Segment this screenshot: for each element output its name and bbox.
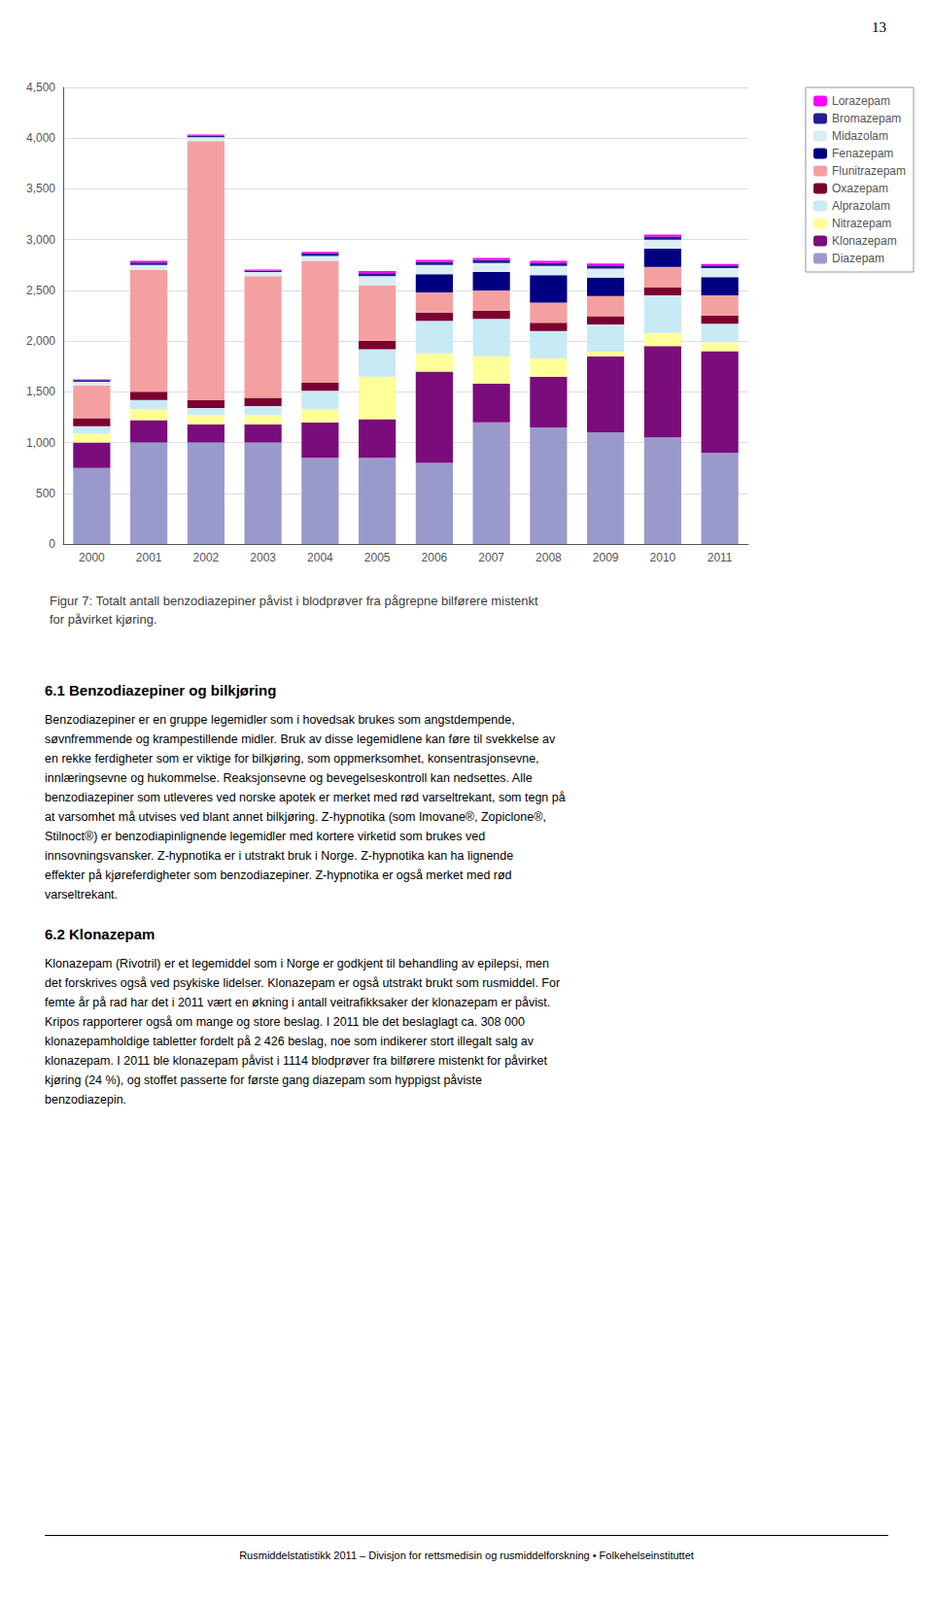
svg-text:2000: 2000 [78, 551, 105, 565]
svg-text:2009: 2009 [592, 551, 620, 565]
svg-text:2004: 2004 [307, 551, 334, 565]
svg-text:Flunitrazepam: Flunitrazepam [831, 164, 906, 178]
svg-text:Nitrazepam: Nitrazepam [831, 216, 892, 231]
svg-text:Figur 7: Totalt antall benzodi: Figur 7: Totalt antall benzodiazepiner p… [49, 593, 539, 609]
svg-text:4,500: 4,500 [26, 80, 56, 95]
svg-text:500: 500 [35, 486, 56, 501]
svg-text:Bromazepam: Bromazepam [831, 111, 901, 126]
svg-text:2001: 2001 [136, 551, 163, 565]
html-text:Benzodiazepiner er en gruppe l: Benzodiazepiner er en gruppe legemidler … [44, 713, 566, 902]
html-text:13: 13 [871, 19, 887, 35]
html-text:Rusmiddelstatistikk 2011 – Div: Rusmiddelstatistikk 2011 – Divisjon for … [239, 1550, 694, 1562]
svg-text:for påvirket kjøring.: for påvirket kjøring. [49, 612, 158, 627]
svg-text:3,500: 3,500 [26, 181, 56, 196]
svg-text:2007: 2007 [478, 551, 505, 565]
svg-text:2008: 2008 [535, 551, 562, 565]
svg-text:Diazepam: Diazepam [831, 251, 885, 266]
svg-text:1,000: 1,000 [26, 436, 56, 450]
svg-text:2003: 2003 [249, 551, 277, 565]
svg-text:Lorazepam: Lorazepam [831, 94, 891, 108]
svg-text:2011: 2011 [707, 551, 733, 565]
svg-text:Klonazepam: Klonazepam [831, 234, 898, 248]
svg-text:2006: 2006 [421, 551, 449, 565]
svg-text:0: 0 [48, 537, 56, 552]
svg-text:2,500: 2,500 [26, 283, 56, 298]
html-text:6.2 Klonazepam: 6.2 Klonazepam [44, 926, 155, 943]
svg-text:Midazolam: Midazolam [831, 129, 889, 143]
svg-text:3,000: 3,000 [26, 233, 56, 247]
svg-text:Oxazepam: Oxazepam [831, 181, 889, 196]
svg-text:2002: 2002 [193, 551, 220, 565]
svg-text:Fenazepam: Fenazepam [831, 146, 894, 161]
html-text:6.1 Benzodiazepiner og bilkjør: 6.1 Benzodiazepiner og bilkjøring [44, 682, 277, 699]
svg-text:2010: 2010 [650, 551, 677, 565]
html-text:Klonazepam (Rivotril) er et le: Klonazepam (Rivotril) er et legemiddel s… [44, 957, 560, 1107]
svg-text:1,500: 1,500 [26, 384, 56, 399]
svg-text:2005: 2005 [364, 551, 391, 565]
svg-text:2,000: 2,000 [26, 334, 56, 348]
svg-text:4,000: 4,000 [26, 131, 56, 145]
svg-text:Alprazolam: Alprazolam [831, 199, 891, 213]
